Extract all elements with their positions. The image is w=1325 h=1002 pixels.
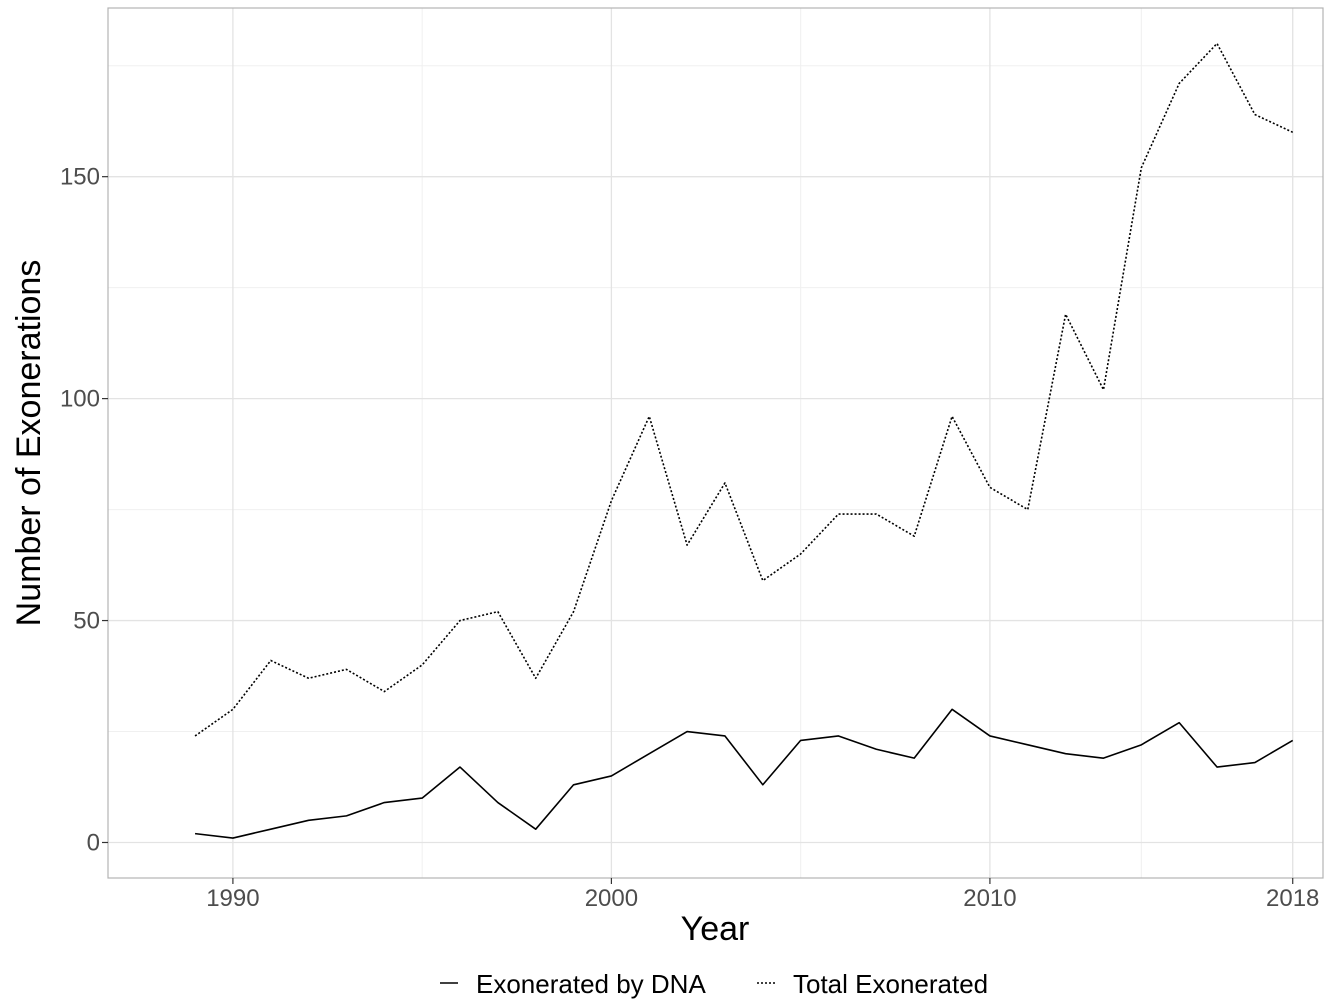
series-1-point xyxy=(837,512,841,516)
series-1-point xyxy=(344,667,348,671)
x-axis-title: Year xyxy=(681,910,750,948)
series-1-point xyxy=(193,734,197,738)
series-line-0 xyxy=(194,708,1294,839)
series-0-point xyxy=(1215,765,1219,769)
series-1-point xyxy=(950,414,954,418)
y-tick-label: 150 xyxy=(60,164,100,191)
minor-gridlines xyxy=(108,8,1323,878)
series-1-point xyxy=(912,534,916,538)
series-line-1 xyxy=(194,42,1294,737)
series-1-point xyxy=(231,707,235,711)
series-1-point xyxy=(685,543,689,547)
series-0-point xyxy=(609,774,613,778)
series-lines xyxy=(193,42,1295,840)
plot-panel-border xyxy=(107,7,1324,879)
series-0-point xyxy=(420,796,424,800)
x-tick-label: 2018 xyxy=(1266,885,1319,912)
series-1-point xyxy=(1139,166,1143,170)
series-1-point xyxy=(723,481,727,485)
series-1-point xyxy=(761,579,765,583)
series-1-point xyxy=(799,552,803,556)
y-tick-label: 100 xyxy=(60,386,100,413)
series-0-point xyxy=(496,801,500,805)
series-1-point xyxy=(496,610,500,614)
series-1-point xyxy=(874,512,878,516)
series-1-point xyxy=(1101,388,1105,392)
x-axis-ticks: 1990 2000 2010 2018 xyxy=(206,878,1319,912)
series-0-point xyxy=(1253,761,1257,765)
y-axis-title: Number of Exonerations xyxy=(10,260,48,627)
major-gridlines xyxy=(108,8,1323,878)
series-1-point xyxy=(1064,312,1068,316)
series-1-point xyxy=(1253,113,1257,117)
series-1-point xyxy=(1026,508,1030,512)
x-tick-label: 1990 xyxy=(206,885,259,912)
series-1-point xyxy=(572,610,576,614)
series-1-point xyxy=(1291,130,1295,134)
series-0-point xyxy=(1064,752,1068,756)
series-0-point xyxy=(912,756,916,760)
series-1-point xyxy=(1177,81,1181,85)
series-0-point xyxy=(534,827,538,831)
series-1-point xyxy=(458,619,462,623)
series-1-point xyxy=(307,676,311,680)
series-1-point xyxy=(382,690,386,694)
series-0-point xyxy=(344,814,348,818)
series-0-point xyxy=(231,836,235,840)
legend: Exonerated by DNA Total Exonerated xyxy=(440,969,988,999)
series-0-point xyxy=(1291,738,1295,742)
series-0-point xyxy=(874,747,878,751)
series-1-point xyxy=(609,499,613,503)
series-1-point xyxy=(420,663,424,667)
series-0-point xyxy=(458,765,462,769)
y-axis-ticks: 0 50 100 150 xyxy=(60,164,108,856)
series-0-point xyxy=(1101,756,1105,760)
plot-background xyxy=(108,8,1323,878)
series-0-point xyxy=(1139,743,1143,747)
series-0-point xyxy=(572,783,576,787)
series-0-point xyxy=(1177,721,1181,725)
series-0-point xyxy=(382,801,386,805)
series-0-point xyxy=(685,730,689,734)
series-0-point xyxy=(723,734,727,738)
legend-label-dna: Exonerated by DNA xyxy=(476,969,706,999)
series-1-point xyxy=(647,414,651,418)
series-1-point xyxy=(988,485,992,489)
series-1-point xyxy=(534,676,538,680)
y-tick-label: 0 xyxy=(87,829,100,856)
series-0-point xyxy=(799,738,803,742)
series-0-point xyxy=(950,707,954,711)
series-1-point xyxy=(269,659,273,663)
x-tick-label: 2010 xyxy=(963,885,1016,912)
y-tick-label: 50 xyxy=(73,608,100,635)
series-0-point xyxy=(988,734,992,738)
series-1-point xyxy=(1215,42,1219,46)
x-tick-label: 2000 xyxy=(585,885,638,912)
series-0-point xyxy=(1026,743,1030,747)
series-0-point xyxy=(307,818,311,822)
legend-label-total: Total Exonerated xyxy=(793,969,988,999)
series-0-point xyxy=(647,752,651,756)
series-0-point xyxy=(269,827,273,831)
series-0-point xyxy=(193,832,197,836)
series-0-point xyxy=(761,783,765,787)
series-0-point xyxy=(837,734,841,738)
